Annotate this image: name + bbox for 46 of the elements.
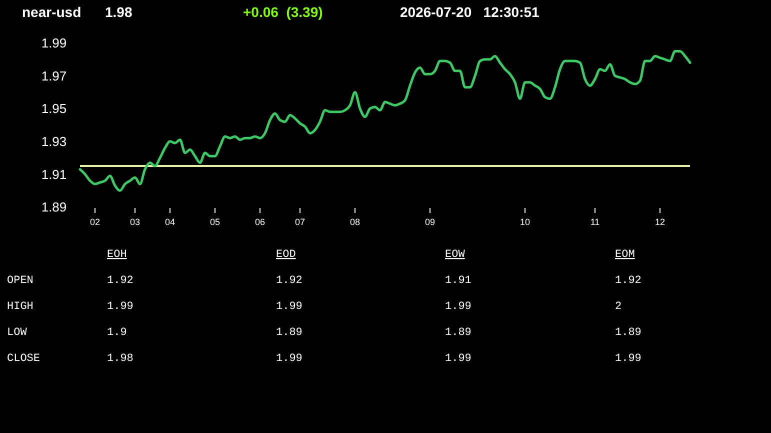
x-tick-label: 12	[654, 217, 666, 228]
text: 1.89	[615, 327, 642, 339]
text: 1.92	[615, 275, 642, 287]
text: 1.99	[445, 353, 472, 365]
y-tick-label: 1.95	[41, 101, 67, 116]
text: EOM	[615, 249, 635, 261]
text: 1.99	[276, 353, 302, 365]
text: CLOSE	[7, 353, 40, 365]
text: 1.98	[107, 353, 134, 365]
y-tick-label: 1.89	[41, 200, 67, 215]
y-tick-label: 1.97	[41, 68, 67, 84]
text: 1.99	[615, 353, 642, 365]
text: OPEN	[7, 275, 34, 287]
text: +0.06 (3.39)	[243, 4, 323, 20]
text: EOD	[276, 249, 296, 261]
text: LOW	[7, 327, 28, 339]
x-tick-label: 02	[90, 217, 100, 228]
x-tick-label: 07	[294, 217, 306, 228]
x-tick-label: 11	[590, 217, 600, 228]
text: 1.89	[445, 327, 472, 339]
text: 2	[615, 301, 622, 313]
x-tick-label: 10	[520, 217, 530, 228]
text: 1.91	[445, 275, 472, 287]
x-tick-label: 06	[254, 217, 266, 228]
y-tick-label: 1.91	[41, 166, 67, 182]
text: 1.99	[445, 301, 472, 313]
x-tick-label: 09	[424, 217, 436, 228]
line-series	[78, 50, 692, 192]
chart-title: near-usd	[22, 4, 82, 20]
y-tick-label: 1.99	[41, 36, 67, 51]
text: 1.89	[276, 327, 302, 339]
x-tick-label: 05	[210, 217, 220, 228]
text: 1.99	[276, 301, 302, 313]
x-tick-label: 08	[350, 217, 360, 228]
text: 1.92	[276, 275, 302, 287]
text: 1.99	[107, 301, 134, 313]
text: 1.92	[107, 275, 134, 287]
text: EOH	[107, 249, 127, 261]
text: 1.9	[107, 327, 127, 339]
text: HIGH	[7, 301, 34, 313]
text: 2026-07-20 12:30:51	[400, 4, 540, 20]
y-tick-label: 1.93	[41, 134, 67, 149]
chart-subtitle: 1.98	[105, 4, 132, 20]
text: EOW	[445, 249, 466, 261]
x-tick-label: 03	[130, 217, 140, 228]
x-tick-label: 04	[164, 217, 176, 228]
